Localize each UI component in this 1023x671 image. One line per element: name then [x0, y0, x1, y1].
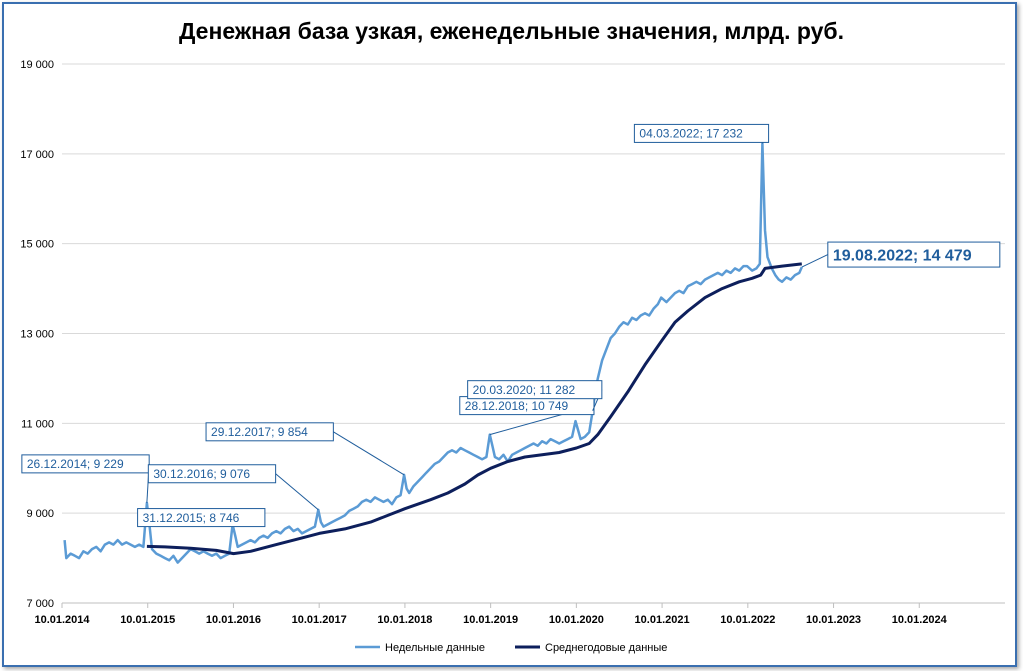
annotation-box	[467, 380, 603, 400]
x-tick-label: 10.01.2014	[34, 614, 90, 626]
annotation-label: 30.12.2016; 9 076	[153, 467, 250, 481]
annotation-label: 20.03.2020; 11 282	[473, 383, 576, 397]
y-tick-label: 17 000	[20, 149, 54, 161]
y-tick-label: 7 000	[26, 598, 54, 610]
y-tick-label: 13 000	[20, 329, 54, 341]
y-tick-label: 11 000	[21, 418, 54, 430]
y-tick-label: 19 000	[20, 59, 54, 71]
annotation-label: 26.12.2014; 9 229	[27, 457, 124, 471]
legend-annual-avg-label: Среднегодовые данные	[545, 642, 667, 654]
annotation-leader	[801, 254, 829, 268]
x-tick-label: 10.01.2024	[892, 614, 948, 626]
annotation-box	[21, 454, 150, 474]
y-tick-label: 9 000	[26, 508, 54, 520]
annotation-label: 04.03.2022; 17 232	[639, 127, 743, 141]
series-line-annual-avg	[146, 262, 802, 556]
x-tick-label: 10.01.2018	[377, 614, 432, 626]
annotation-leader	[333, 431, 405, 476]
x-tick-label: 10.01.2015	[120, 614, 175, 626]
x-tick-label: 10.01.2019	[463, 614, 518, 626]
annotation-leader	[275, 473, 319, 511]
x-tick-label: 10.01.2017	[292, 614, 347, 626]
annotation-box	[633, 123, 770, 143]
annotation-label: 19.08.2022; 14 479	[833, 247, 972, 264]
annotation-box	[137, 508, 266, 528]
annotation-label: 29.12.2017; 9 854	[211, 425, 308, 439]
x-tick-label: 10.01.2016	[206, 614, 261, 626]
series-line-weekly	[63, 142, 803, 564]
y-tick-label: 15 000	[20, 239, 54, 251]
annotation-label: 31.12.2015; 8 746	[143, 511, 240, 525]
x-tick-label: 10.01.2021	[635, 614, 690, 626]
x-tick-label: 10.01.2023	[806, 614, 861, 626]
annotation-box	[827, 241, 1001, 268]
legend-weekly-label: Недельные данные	[385, 642, 485, 654]
x-tick-label: 10.01.2020	[549, 614, 604, 626]
chart-title: Денежная база узкая, еженедельные значен…	[178, 18, 844, 44]
annotation-box	[147, 464, 277, 484]
annotation-label: 28.12.2018; 10 749	[465, 399, 569, 413]
annotation-box	[205, 422, 334, 442]
x-tick-label: 10.01.2022	[720, 614, 775, 626]
